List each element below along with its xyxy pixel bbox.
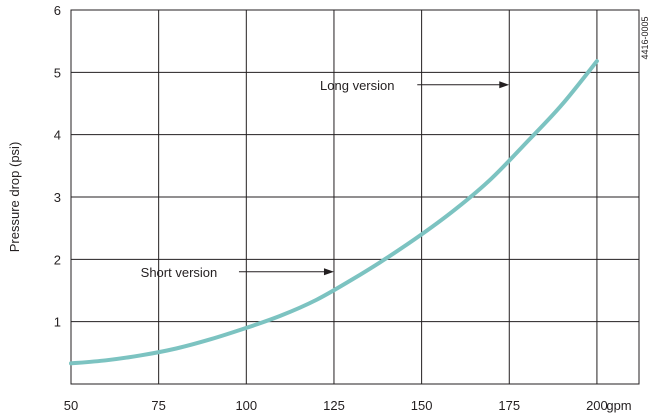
- y-tick-labels: 1 2 3 4 5 6: [54, 3, 61, 330]
- x-tick-label-125: 125: [323, 398, 345, 413]
- plot-frame: [70, 9, 640, 385]
- x-tick-label-150: 150: [411, 398, 433, 413]
- y-tick-label-5: 5: [54, 65, 61, 80]
- x-tick-label-50: 50: [64, 398, 78, 413]
- figure-id: 4416-0005: [640, 16, 650, 59]
- annotation-arrow-short: [238, 268, 334, 276]
- y-tick-label-2: 2: [54, 252, 61, 267]
- y-tick-label-3: 3: [54, 190, 61, 205]
- y-axis-label: Pressure drop (psi): [7, 142, 22, 253]
- annotation-arrow-long: [417, 81, 510, 89]
- x-axis-unit-label: gpm: [606, 398, 631, 413]
- y-tick-label-1: 1: [54, 315, 61, 330]
- arrow-head: [499, 81, 510, 89]
- x-tick-label-175: 175: [498, 398, 520, 413]
- x-tick-label-200: 200: [586, 398, 608, 413]
- x-tick-labels: 50 75 100 125 150 175 200: [64, 398, 608, 413]
- series-line: [69, 59, 599, 366]
- grid: [71, 10, 639, 384]
- y-tick-label-4: 4: [54, 128, 61, 143]
- annotation-long-version: Long version: [320, 78, 394, 93]
- annotation-short-version: Short version: [141, 265, 218, 280]
- arrow-head: [323, 268, 334, 276]
- y-tick-label-6: 6: [54, 3, 61, 18]
- x-tick-label-100: 100: [235, 398, 257, 413]
- x-tick-label-75: 75: [151, 398, 165, 413]
